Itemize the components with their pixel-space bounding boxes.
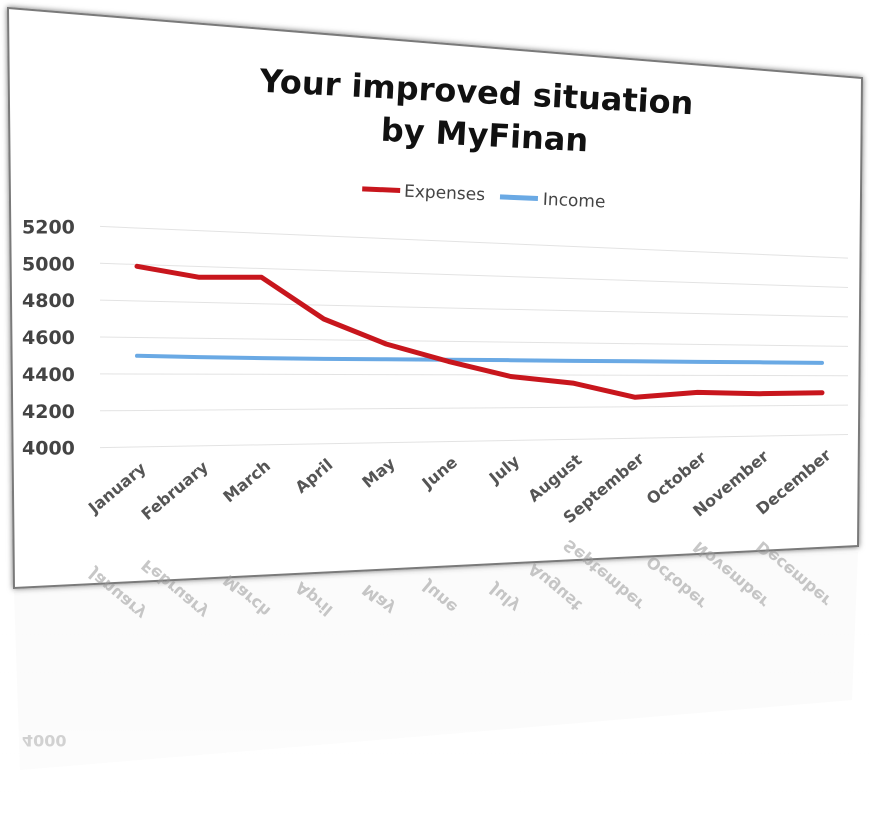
- gridlines: [99, 225, 849, 449]
- y-tick-label: 4200: [22, 401, 75, 423]
- series-line-expenses: [134, 263, 825, 400]
- legend-label-income: Income: [542, 190, 605, 213]
- series-layer: [134, 263, 825, 400]
- gridline: [99, 299, 849, 318]
- y-tick-label: 4600: [22, 327, 75, 349]
- y-tick-label: 4800: [22, 290, 75, 312]
- gridline: [99, 262, 849, 289]
- chart-card: [6, 6, 864, 590]
- gridline: [99, 434, 849, 449]
- gridline: [99, 336, 849, 347]
- y-tick-label: 4400: [22, 364, 75, 386]
- gridline: [99, 404, 849, 412]
- series-line-income: [135, 353, 824, 365]
- legend: Expenses Income: [362, 182, 606, 213]
- legend-label-expenses: Expenses: [404, 182, 486, 206]
- y-tick-label: 5000: [22, 253, 75, 275]
- legend-swatch-income: [499, 194, 539, 202]
- y-axis: 4000 4200 4400 4600 4800 5000 5200: [22, 216, 75, 459]
- reflection-fade: [0, 600, 870, 826]
- gridline: [99, 373, 849, 377]
- y-tick-label: 5200: [22, 216, 75, 238]
- gridline: [99, 225, 849, 259]
- y-tick-label: 4000: [22, 438, 75, 460]
- legend-swatch-expenses: [362, 186, 401, 194]
